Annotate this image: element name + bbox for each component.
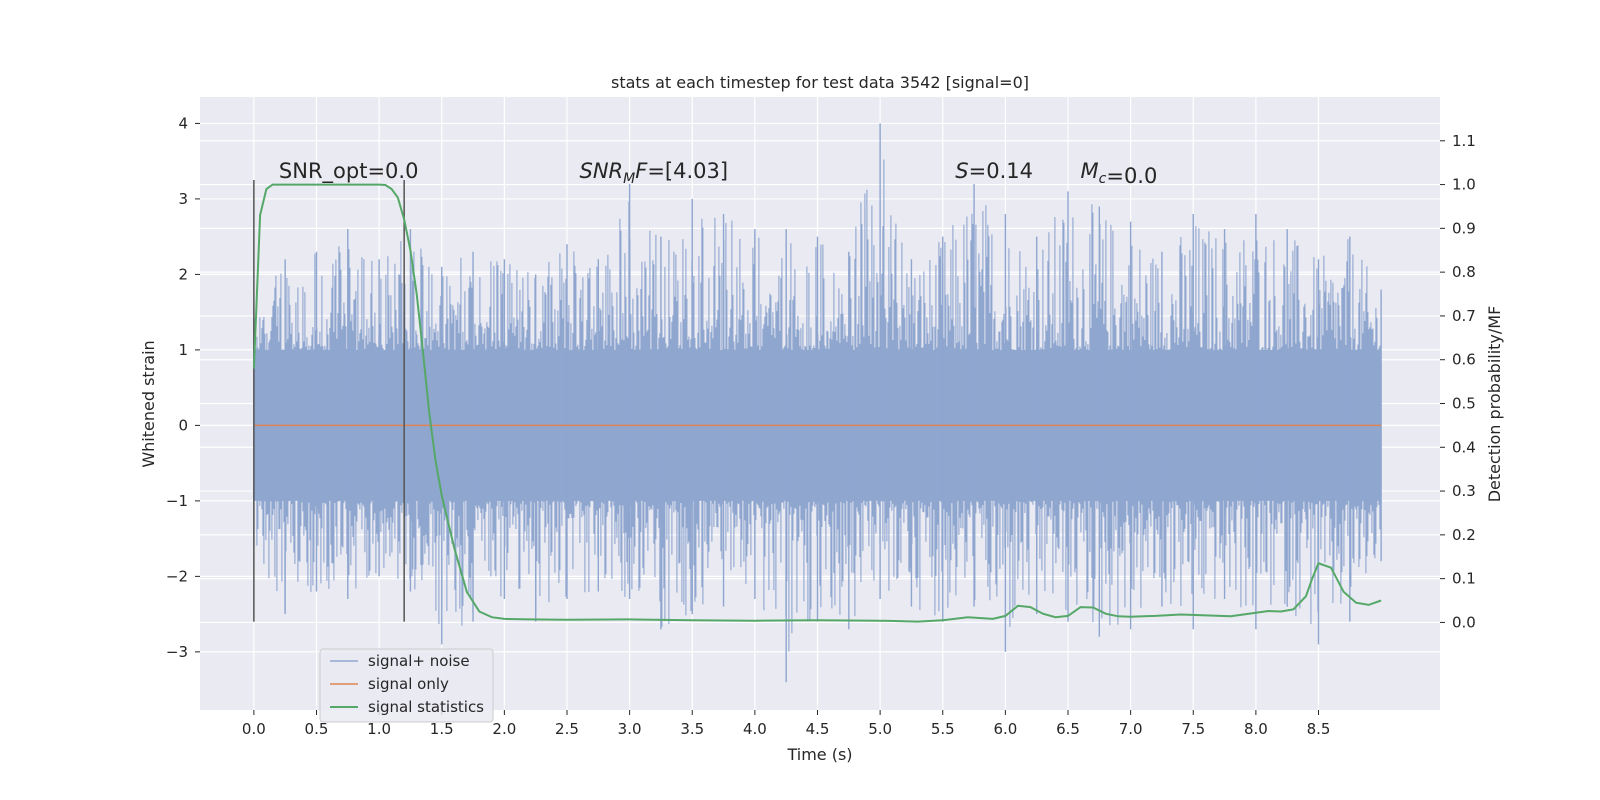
y2-tick-label: 0.4 bbox=[1452, 438, 1476, 456]
y2-tick-label: 0.1 bbox=[1452, 570, 1476, 588]
x-tick-label: 8.5 bbox=[1307, 720, 1331, 738]
y2-tick-label: 0.0 bbox=[1452, 613, 1476, 631]
x-axis-ticks: 0.0 0.5 1.0 1.5 2.0 2.5 3.0 3.5 4.0 4.5 5.0 5.5 6.0 6… bbox=[242, 710, 1331, 738]
y-tick-label: 2 bbox=[178, 265, 188, 283]
annotation-1: SNRMF=[4.03] bbox=[580, 159, 729, 187]
x-tick-label: 7.0 bbox=[1119, 720, 1143, 738]
y-tick-label: 0 bbox=[178, 416, 188, 434]
y-tick-label: 1 bbox=[178, 341, 188, 359]
legend-label-signal-noise: signal+ noise bbox=[368, 652, 470, 670]
y2-tick-label: 0.3 bbox=[1452, 482, 1476, 500]
x-tick-label: 7.5 bbox=[1181, 720, 1205, 738]
x-tick-label: 3.0 bbox=[618, 720, 642, 738]
series-signal-statistics bbox=[252, 183, 1382, 623]
y2-tick-label: 0.9 bbox=[1452, 219, 1476, 237]
x-tick-label: 2.5 bbox=[555, 720, 579, 738]
annotation-3: Mc=0.0 bbox=[1081, 159, 1158, 188]
y2-axis-ticks: 1.1 1.0 0.9 0.8 0.7 0.6 0.5 0.4 0.3 0.2 0.1 0.0 bbox=[1440, 132, 1476, 631]
x-tick-label: 5.5 bbox=[931, 720, 955, 738]
legend: signal+ noise signal only signal statist… bbox=[319, 648, 494, 723]
y-axis-ticks: 4 3 2 1 0 −1 −2 −3 bbox=[166, 114, 200, 661]
y2-tick-label: 0.7 bbox=[1452, 307, 1476, 325]
y2-tick-label: 0.5 bbox=[1452, 395, 1476, 413]
x-tick-label: 4.5 bbox=[806, 720, 830, 738]
x-tick-label: 4.0 bbox=[743, 720, 767, 738]
chart-title: stats at each timestep for test data 354… bbox=[611, 73, 1029, 92]
x-tick-label: 2.0 bbox=[492, 720, 516, 738]
x-tick-label: 8.0 bbox=[1244, 720, 1268, 738]
legend-box bbox=[319, 648, 494, 723]
legend-label-signal-statistics: signal statistics bbox=[368, 698, 484, 716]
x-tick-label: 3.5 bbox=[680, 720, 704, 738]
y2-tick-label: 0.6 bbox=[1452, 351, 1476, 369]
y-tick-label: −2 bbox=[166, 567, 188, 585]
x-tick-label: 1.0 bbox=[367, 720, 391, 738]
x-axis-label: Time (s) bbox=[786, 745, 852, 764]
annotation-0: SNR_opt=0.0 bbox=[279, 159, 419, 184]
y2-axis-label: Detection probability/MF bbox=[1485, 306, 1504, 503]
x-tick-label: 0.0 bbox=[242, 720, 266, 738]
y-tick-label: 4 bbox=[178, 114, 188, 132]
y2-tick-label: 1.0 bbox=[1452, 176, 1476, 194]
x-tick-label: 6.0 bbox=[993, 720, 1017, 738]
legend-label-signal-only: signal only bbox=[368, 675, 449, 693]
annotation-2: S=0.14 bbox=[955, 159, 1033, 183]
y-tick-label: −3 bbox=[166, 643, 188, 661]
x-tick-label: 5.0 bbox=[868, 720, 892, 738]
y-tick-label: −1 bbox=[166, 492, 188, 510]
x-tick-label: 0.5 bbox=[305, 720, 329, 738]
vertical-markers bbox=[253, 180, 405, 622]
y-tick-label: 3 bbox=[178, 190, 188, 208]
series-signal-noise bbox=[253, 123, 1382, 683]
x-tick-label: 1.5 bbox=[430, 720, 454, 738]
y-axis-label: Whitened strain bbox=[139, 340, 158, 467]
annotations: SNR_opt=0.0 SNRMF=[4.03] S=0.14 Mc=0.0 bbox=[279, 159, 1157, 188]
x-tick-label: 6.5 bbox=[1056, 720, 1080, 738]
y2-tick-label: 1.1 bbox=[1452, 132, 1476, 150]
y2-tick-label: 0.2 bbox=[1452, 526, 1476, 544]
y2-tick-label: 0.8 bbox=[1452, 263, 1476, 281]
